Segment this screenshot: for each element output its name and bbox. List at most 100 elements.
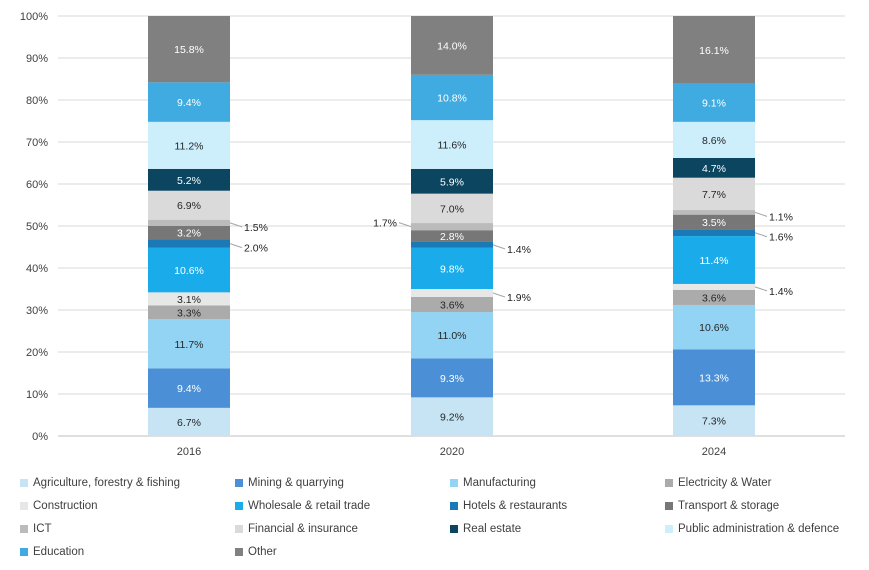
data-label: 16.1% — [699, 45, 729, 57]
bar-segment — [148, 16, 230, 83]
legend-swatch — [450, 525, 458, 533]
data-label: 9.3% — [440, 373, 464, 385]
bar-segment — [673, 177, 755, 211]
bar-segment — [673, 405, 755, 436]
x-tick-label: 2024 — [702, 446, 726, 458]
bar-segment — [411, 312, 493, 359]
legend-swatch — [665, 502, 673, 510]
bar-segment — [148, 190, 230, 220]
legend-swatch — [235, 502, 243, 510]
data-label: 8.6% — [702, 135, 726, 147]
bar-segment — [411, 74, 493, 121]
legend-swatch — [235, 479, 243, 487]
data-label: 7.7% — [702, 189, 726, 201]
legend-swatch — [235, 525, 243, 533]
bar-segment — [148, 226, 230, 240]
bar-segment — [673, 214, 755, 230]
legend-swatch — [450, 479, 458, 487]
legend-label: Agriculture, forestry & fishing — [33, 477, 181, 489]
leader-line — [492, 292, 506, 298]
data-label: 10.6% — [174, 265, 204, 277]
legend-item: Transport & storage — [665, 497, 865, 515]
legend-item: Education — [20, 543, 235, 561]
bar-segment — [673, 229, 755, 237]
leader-line — [754, 286, 768, 292]
data-label: 1.6% — [769, 232, 793, 244]
legend-item: Real estate — [450, 520, 665, 538]
legend-item: Other — [235, 543, 450, 561]
bar-segment — [411, 296, 493, 313]
bar-segment — [673, 304, 755, 350]
legend-item: Hotels & restaurants — [450, 497, 665, 515]
data-label: 9.4% — [177, 383, 201, 395]
legend-label: Real estate — [463, 523, 522, 535]
bar-segment — [148, 121, 230, 169]
legend-label: Education — [33, 546, 85, 558]
bar-segment — [148, 292, 230, 306]
data-label: 7.3% — [702, 416, 726, 428]
data-label: 5.9% — [440, 176, 464, 188]
legend-label: Other — [248, 546, 277, 558]
bar-segment — [411, 289, 493, 297]
bar-segment — [673, 210, 755, 215]
data-label: 15.8% — [174, 44, 204, 56]
legend-label: Construction — [33, 500, 98, 512]
bar-segment — [673, 121, 755, 158]
legend-item: Public administration & defence — [665, 520, 865, 538]
data-label: 11.4% — [700, 255, 729, 267]
bar-segment — [411, 247, 493, 289]
data-label: 11.2% — [175, 140, 204, 152]
y-tick-label: 90% — [26, 53, 48, 65]
legend: Agriculture, forestry & fishing Mining & … — [20, 474, 865, 561]
bar-segment — [148, 168, 230, 191]
legend-label: Public administration & defence — [678, 523, 840, 535]
legend-swatch — [450, 502, 458, 510]
legend-label: Wholesale & retail trade — [248, 500, 371, 512]
legend-item: Construction — [20, 497, 235, 515]
data-label: 9.2% — [440, 412, 464, 424]
bar-segment — [673, 283, 755, 290]
data-label: 1.1% — [769, 211, 793, 223]
data-label: 6.9% — [177, 200, 201, 212]
data-label: 2.0% — [244, 243, 268, 255]
bar-segment — [411, 193, 493, 224]
data-label: 13.3% — [699, 372, 729, 384]
legend-item: Wholesale & retail trade — [235, 497, 450, 515]
legend-item: Financial & insurance — [235, 520, 450, 538]
y-tick-label: 10% — [26, 389, 48, 401]
legend-swatch — [665, 525, 673, 533]
legend-label: Financial & insurance — [248, 523, 358, 535]
bar-segment — [411, 358, 493, 398]
y-tick-label: 60% — [26, 179, 48, 191]
bar-segment — [148, 247, 230, 293]
data-label: 11.6% — [438, 140, 467, 152]
data-label: 9.1% — [702, 98, 726, 110]
data-label: 4.7% — [702, 163, 726, 175]
data-label: 3.3% — [177, 307, 201, 319]
x-tick-label: 2020 — [440, 446, 464, 458]
y-tick-label: 70% — [26, 137, 48, 149]
bar-segment — [411, 241, 493, 248]
bar-segment — [148, 82, 230, 122]
data-label: 1.9% — [507, 292, 531, 304]
legend-item: Manufacturing — [450, 474, 665, 492]
bar-segment — [673, 157, 755, 178]
bar-segment — [148, 239, 230, 248]
y-tick-label: 80% — [26, 95, 48, 107]
legend-swatch — [20, 548, 28, 556]
leader-line — [754, 232, 768, 238]
legend-swatch — [20, 525, 28, 533]
legend-label: Mining & quarrying — [248, 477, 344, 489]
data-label: 3.2% — [177, 228, 201, 240]
data-label: 1.4% — [507, 244, 531, 256]
legend-item: ICT — [20, 520, 235, 538]
bar-segment — [673, 236, 755, 284]
leader-line — [754, 211, 768, 217]
leader-line — [229, 222, 243, 228]
bar-segment — [673, 289, 755, 305]
y-tick-label: 100% — [20, 11, 48, 23]
data-label: 14.0% — [437, 40, 467, 52]
data-label: 9.8% — [440, 263, 464, 275]
data-label: 11.0% — [438, 330, 467, 342]
data-label: 11.7% — [175, 339, 204, 351]
